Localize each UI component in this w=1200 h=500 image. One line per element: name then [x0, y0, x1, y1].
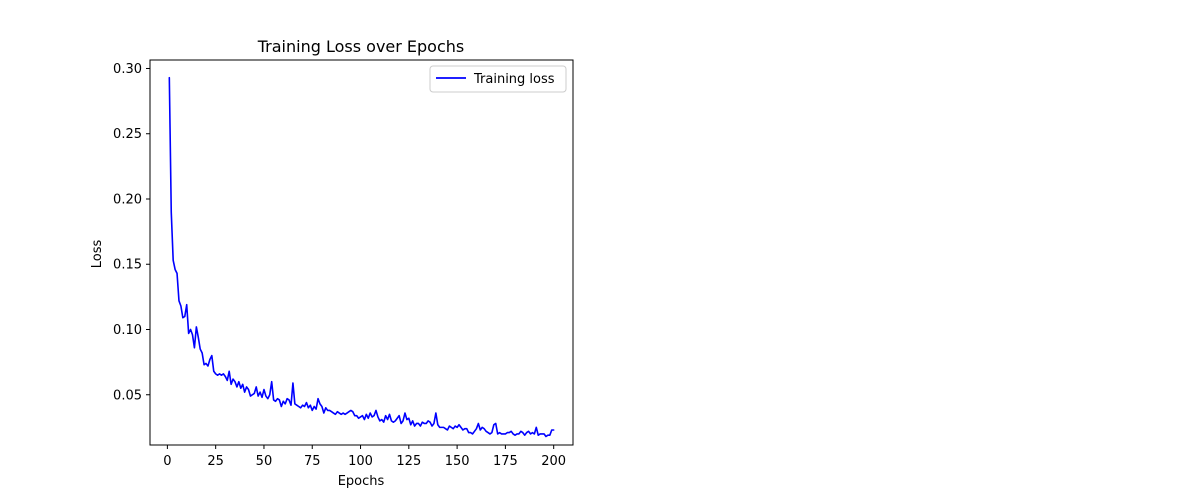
x-axis-label: Epochs [338, 474, 385, 489]
chart-title: Training Loss over Epochs [257, 37, 465, 56]
x-tick-label: 125 [396, 454, 421, 469]
x-tick-label: 25 [207, 454, 224, 469]
plot-area [149, 59, 574, 446]
x-tick-label: 0 [163, 454, 171, 469]
x-tick-label: 75 [304, 454, 321, 469]
series-layer [168, 76, 555, 438]
legend: Training loss [429, 65, 567, 93]
y-tick-label: 0.10 [113, 323, 142, 338]
x-tick-label: 50 [256, 454, 273, 469]
y-tick-label: 0.05 [113, 388, 142, 403]
y-axis: 0.05 0.10 0.15 0.20 0.25 0.30 [113, 62, 150, 403]
y-tick-label: 0.25 [113, 127, 142, 142]
y-axis-label: Loss [90, 240, 105, 269]
legend-frame [429, 65, 567, 93]
x-tick-label: 100 [348, 454, 373, 469]
y-tick-label: 0.15 [113, 258, 142, 273]
legend-label-training-loss: Training loss [473, 72, 555, 87]
x-axis: 0 25 50 75 100 125 150 175 200 [163, 445, 566, 469]
y-tick-label: 0.20 [113, 192, 142, 207]
x-tick-label: 175 [493, 454, 518, 469]
plot-frame [149, 59, 574, 446]
x-tick-label: 150 [445, 454, 470, 469]
series-line-training-loss [168, 76, 555, 438]
y-tick-label: 0.30 [113, 62, 142, 77]
x-tick-label: 200 [541, 454, 566, 469]
